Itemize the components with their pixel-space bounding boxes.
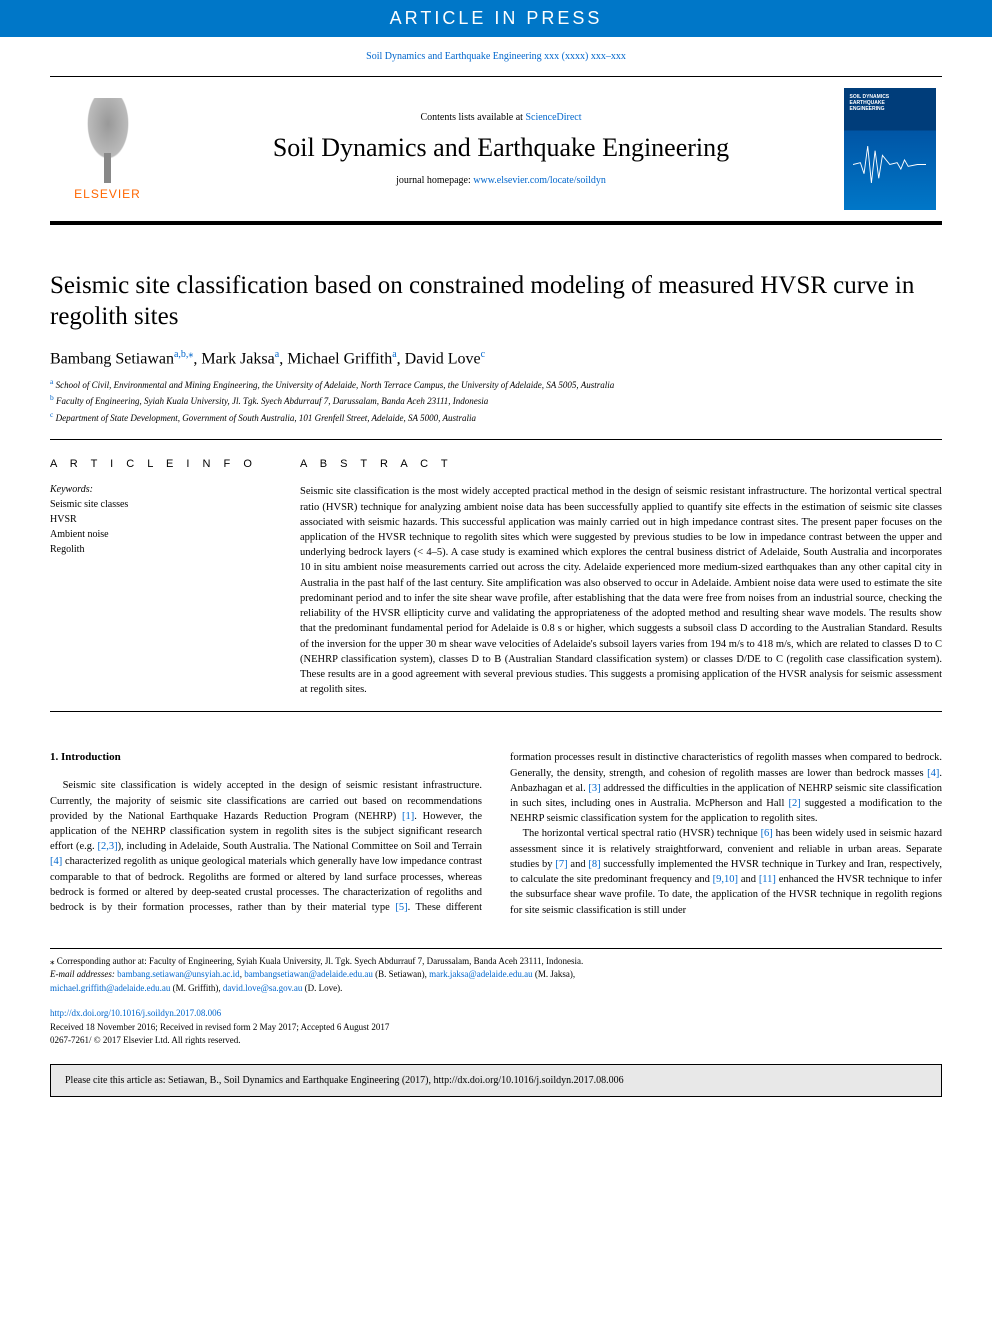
doi-block: http://dx.doi.org/10.1016/j.soildyn.2017… (50, 1007, 942, 1048)
ref-6[interactable]: [6] (761, 828, 773, 839)
journal-header: ELSEVIER Contents lists available at Sci… (50, 76, 942, 221)
affiliation: b Faculty of Engineering, Syiah Kuala Un… (50, 392, 942, 409)
corresponding-author: ⁎ Corresponding author at: Faculty of En… (50, 955, 942, 969)
cover-thumb-title: SOIL DYNAMICS EARTHQUAKE ENGINEERING (850, 94, 900, 112)
doi-link[interactable]: http://dx.doi.org/10.1016/j.soildyn.2017… (50, 1008, 221, 1018)
article-title: Seismic site classification based on con… (50, 270, 942, 333)
ref-9-10[interactable]: [9,10] (713, 874, 738, 885)
keyword: HVSR (50, 512, 265, 527)
ref-4[interactable]: [4] (50, 856, 62, 867)
author-name: , Michael Griffith (279, 350, 392, 367)
keywords-head: Keywords: (50, 484, 265, 495)
header-rule (50, 221, 942, 225)
abstract-text: Seismic site classification is the most … (300, 484, 942, 697)
journal-homepage: journal homepage: www.elsevier.com/locat… (396, 175, 606, 186)
author-affil-marker: a,b,⁎ (174, 349, 193, 360)
journal-cover-thumb: SOIL DYNAMICS EARTHQUAKE ENGINEERING (844, 88, 936, 210)
homepage-link[interactable]: www.elsevier.com/locate/soildyn (473, 175, 606, 186)
ref-2-3[interactable]: [2,3] (97, 841, 117, 852)
keyword: Regolith (50, 542, 265, 557)
publisher-name: ELSEVIER (74, 187, 141, 201)
abstract: A B S T R A C T Seismic site classificat… (300, 458, 942, 697)
author-affil-marker: c (481, 349, 485, 360)
article-in-press-banner: ARTICLE IN PRESS (0, 0, 992, 37)
keywords-list: Seismic site classesHVSRAmbient noiseReg… (50, 497, 265, 557)
authors: Bambang Setiawana,b,⁎, Mark Jaksaa, Mich… (50, 349, 942, 368)
copyright: 0267-7261/ © 2017 Elsevier Ltd. All righ… (50, 1034, 942, 1048)
ref-3[interactable]: [3] (588, 783, 600, 794)
homepage-prefix: journal homepage: (396, 175, 473, 186)
ref-11[interactable]: [11] (759, 874, 776, 885)
author-name: , David Love (397, 350, 481, 367)
please-cite-box: Please cite this article as: Setiawan, B… (50, 1064, 942, 1097)
contents-available: Contents lists available at ScienceDirec… (420, 112, 581, 123)
keyword: Seismic site classes (50, 497, 265, 512)
abstract-head: A B S T R A C T (300, 458, 942, 470)
cover-wave-icon (853, 134, 927, 195)
article-info: A R T I C L E I N F O Keywords: Seismic … (50, 458, 265, 697)
top-citation: Soil Dynamics and Earthquake Engineering… (0, 37, 992, 76)
rule-below-abstract (50, 711, 942, 712)
email-link[interactable]: mark.jaksa@adelaide.edu.au (429, 969, 533, 979)
ref-4b[interactable]: [4] (927, 768, 939, 779)
emails-line-2: michael.griffith@adelaide.edu.au (M. Gri… (50, 982, 942, 996)
ref-1[interactable]: [1] (402, 811, 414, 822)
author-name: , Mark Jaksa (193, 350, 274, 367)
sciencedirect-link[interactable]: ScienceDirect (525, 112, 581, 123)
affiliation: c Department of State Development, Gover… (50, 409, 942, 426)
emails-label: E-mail addresses: (50, 969, 117, 979)
affiliations: a School of Civil, Environmental and Min… (50, 376, 942, 426)
rule-above-abstract (50, 439, 942, 440)
contents-prefix: Contents lists available at (420, 112, 525, 123)
email-link[interactable]: bambangsetiawan@adelaide.edu.au (244, 969, 373, 979)
ref-7[interactable]: [7] (555, 859, 567, 870)
header-center: Contents lists available at ScienceDirec… (165, 77, 837, 221)
cover-cell: SOIL DYNAMICS EARTHQUAKE ENGINEERING (837, 77, 942, 221)
article-info-head: A R T I C L E I N F O (50, 458, 265, 470)
journal-title: Soil Dynamics and Earthquake Engineering (273, 133, 729, 163)
ref-5[interactable]: [5] (395, 902, 407, 913)
affiliation: a School of Civil, Environmental and Min… (50, 376, 942, 393)
email-link[interactable]: michael.griffith@adelaide.edu.au (50, 983, 170, 993)
email-link[interactable]: bambang.setiawan@unsyiah.ac.id (117, 969, 240, 979)
keyword: Ambient noise (50, 527, 265, 542)
emails-line-1: E-mail addresses: bambang.setiawan@unsyi… (50, 968, 942, 982)
intro-p2: The horizontal vertical spectral ratio (… (510, 826, 942, 917)
author-name: Bambang Setiawan (50, 350, 174, 367)
publisher-logo-cell: ELSEVIER (50, 77, 165, 221)
body-text: 1. Introduction Seismic site classificat… (50, 750, 942, 917)
ref-8[interactable]: [8] (588, 859, 600, 870)
section-1-head: 1. Introduction (50, 750, 482, 766)
email-link[interactable]: david.love@sa.gov.au (223, 983, 302, 993)
received-dates: Received 18 November 2016; Received in r… (50, 1021, 942, 1035)
elsevier-tree-icon (73, 98, 143, 183)
ref-2[interactable]: [2] (788, 798, 800, 809)
footnotes: ⁎ Corresponding author at: Faculty of En… (50, 948, 942, 996)
